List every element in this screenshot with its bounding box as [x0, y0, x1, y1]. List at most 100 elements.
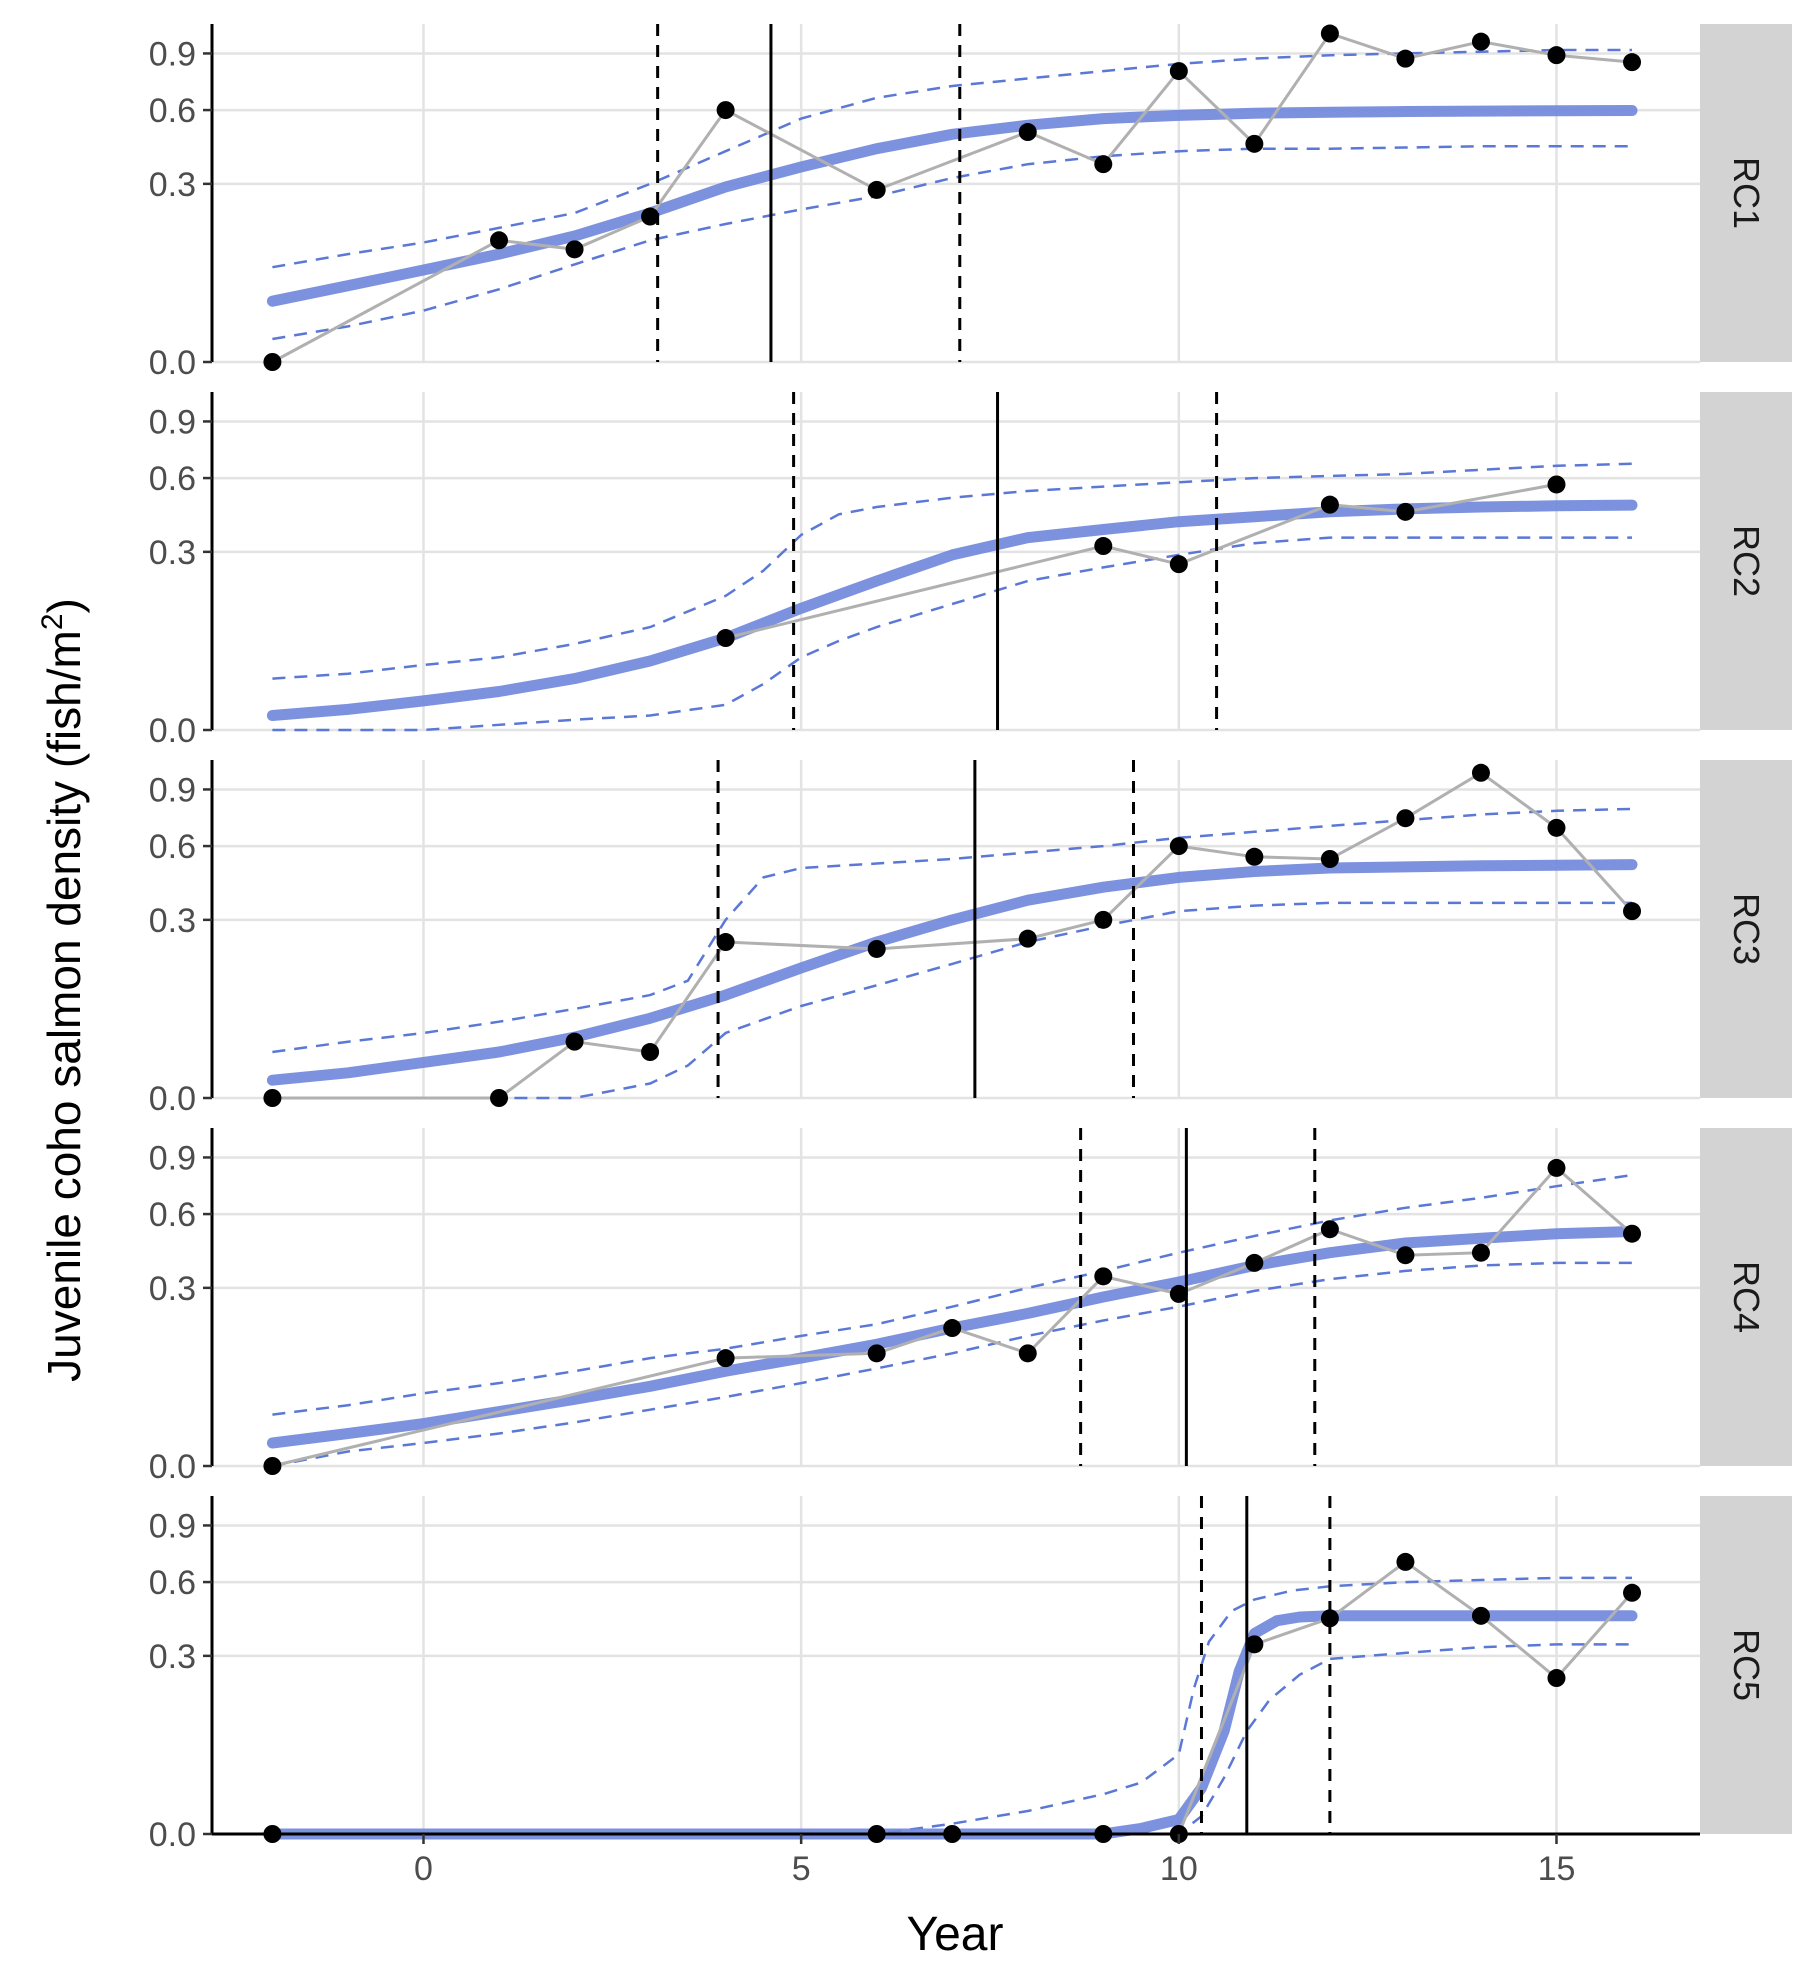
data-point	[565, 240, 584, 259]
data-point	[1169, 837, 1188, 856]
data-point	[1547, 475, 1566, 494]
data-point	[1245, 1635, 1264, 1654]
x-tick-label: 10	[1160, 1850, 1198, 1888]
data-point	[1169, 62, 1188, 81]
data-point	[1623, 53, 1642, 72]
panel-strip-label: RC4	[1726, 1261, 1767, 1333]
panel-strip	[1700, 24, 1792, 362]
panel-strip	[1700, 392, 1792, 730]
data-point	[1471, 32, 1490, 51]
y-axis-title: Juvenile coho salmon density (fish/m2)	[36, 598, 90, 1382]
panel-rc5: 0.0 0.3 0.6 0.9 RC5	[149, 1496, 1792, 1854]
y-tick-label: 0.6	[149, 460, 196, 498]
y-tick-label: 0.6	[149, 1564, 196, 1602]
panel-rc4: 0.0 0.3 0.6 0.9 RC4	[149, 1128, 1792, 1486]
data-point	[1320, 1609, 1339, 1628]
y-axis-title-superscript: 2	[36, 613, 69, 630]
y-tick-label: 0.6	[149, 828, 196, 866]
data-point	[1471, 763, 1490, 782]
y-axis-title-main: Juvenile coho salmon density (fish/m	[38, 630, 90, 1382]
data-point	[1094, 537, 1113, 556]
data-point	[1169, 555, 1188, 574]
y-tick-label: 0.0	[149, 1816, 196, 1854]
data-point	[943, 1319, 962, 1338]
panel-strip	[1700, 1496, 1792, 1834]
panel-strip-label: RC1	[1726, 157, 1767, 229]
data-point	[867, 180, 886, 199]
y-tick-label: 0.3	[149, 1638, 196, 1676]
panel-rc2: 0.0 0.3 0.6 0.9 RC2	[149, 392, 1792, 750]
data-point	[716, 101, 735, 120]
panel-strip-label: RC3	[1726, 893, 1767, 965]
y-tick-label: 0.3	[149, 1270, 196, 1308]
panel-strip	[1700, 1128, 1792, 1466]
data-point	[1547, 46, 1566, 65]
data-point	[1396, 1246, 1415, 1265]
upper-ci-line	[272, 807, 1633, 1054]
data-point	[1396, 502, 1415, 521]
panel-strip	[1700, 760, 1792, 1098]
fitted-curve	[266, 859, 1638, 1086]
fitted-curve	[266, 1610, 1638, 1840]
data-point	[1018, 123, 1037, 142]
y-tick-label: 0.3	[149, 902, 196, 940]
y-tick-label: 0.6	[149, 92, 196, 130]
data-point	[641, 207, 660, 226]
data-point	[716, 1349, 735, 1368]
data-point	[1320, 495, 1339, 514]
y-tick-label: 0.9	[149, 403, 196, 441]
upper-ci-line	[272, 48, 1632, 269]
data-point	[1471, 1243, 1490, 1262]
x-axis-title: Year	[907, 1908, 1004, 1961]
y-tick-label: 0.0	[149, 712, 196, 750]
y-tick-label: 0.0	[149, 1080, 196, 1118]
lower-ci-line	[272, 536, 1632, 732]
upper-ci-line	[272, 1173, 1633, 1416]
data-point	[867, 939, 886, 958]
fitted-curve	[266, 105, 1638, 307]
y-tick-label: 0.9	[149, 1507, 196, 1545]
data-point	[1094, 910, 1113, 929]
data-point	[263, 353, 282, 371]
data-point	[1623, 902, 1642, 921]
x-tick-label: 5	[792, 1850, 811, 1888]
y-tick-label: 0.0	[149, 344, 196, 382]
data-point	[1094, 155, 1113, 174]
data-point	[263, 1089, 282, 1107]
data-point	[1623, 1224, 1642, 1243]
data-point	[1547, 1669, 1566, 1688]
y-tick-label: 0.9	[149, 1139, 196, 1177]
data-point	[1547, 818, 1566, 837]
data-point	[1396, 809, 1415, 828]
x-tick-label: 15	[1538, 1850, 1576, 1888]
data-point	[716, 629, 735, 648]
data-point	[1245, 134, 1264, 153]
y-tick-label: 0.9	[149, 771, 196, 809]
observed-line	[725, 482, 1557, 640]
data-point	[1396, 49, 1415, 68]
data-point	[565, 1032, 584, 1051]
data-point	[1396, 1552, 1415, 1571]
x-tick-label: 0	[414, 1850, 433, 1888]
upper-ci-line	[272, 462, 1633, 680]
data-point	[1018, 1344, 1037, 1363]
data-point	[1623, 1583, 1642, 1602]
y-tick-label: 0.6	[149, 1196, 196, 1234]
data-point	[1471, 1606, 1490, 1625]
data-point	[716, 933, 735, 952]
panel-strip-label: RC2	[1726, 525, 1767, 597]
y-tick-label: 0.9	[149, 35, 196, 73]
data-point	[1320, 849, 1339, 868]
data-point	[1018, 929, 1037, 948]
data-point	[641, 1043, 660, 1062]
lower-ci-line	[272, 1261, 1632, 1468]
panel-rc3: 0.0 0.3 0.6 0.9 RC3	[149, 760, 1792, 1118]
panel-rc1: 0.0 0.3 0.6 0.9 RC1	[149, 24, 1792, 382]
data-point	[1320, 24, 1339, 43]
data-point	[490, 231, 509, 250]
x-axis: 0 5 10 15	[212, 1832, 1700, 1888]
data-point	[1245, 847, 1264, 866]
y-axis-title-suffix: )	[38, 598, 90, 613]
data-point	[867, 1344, 886, 1363]
